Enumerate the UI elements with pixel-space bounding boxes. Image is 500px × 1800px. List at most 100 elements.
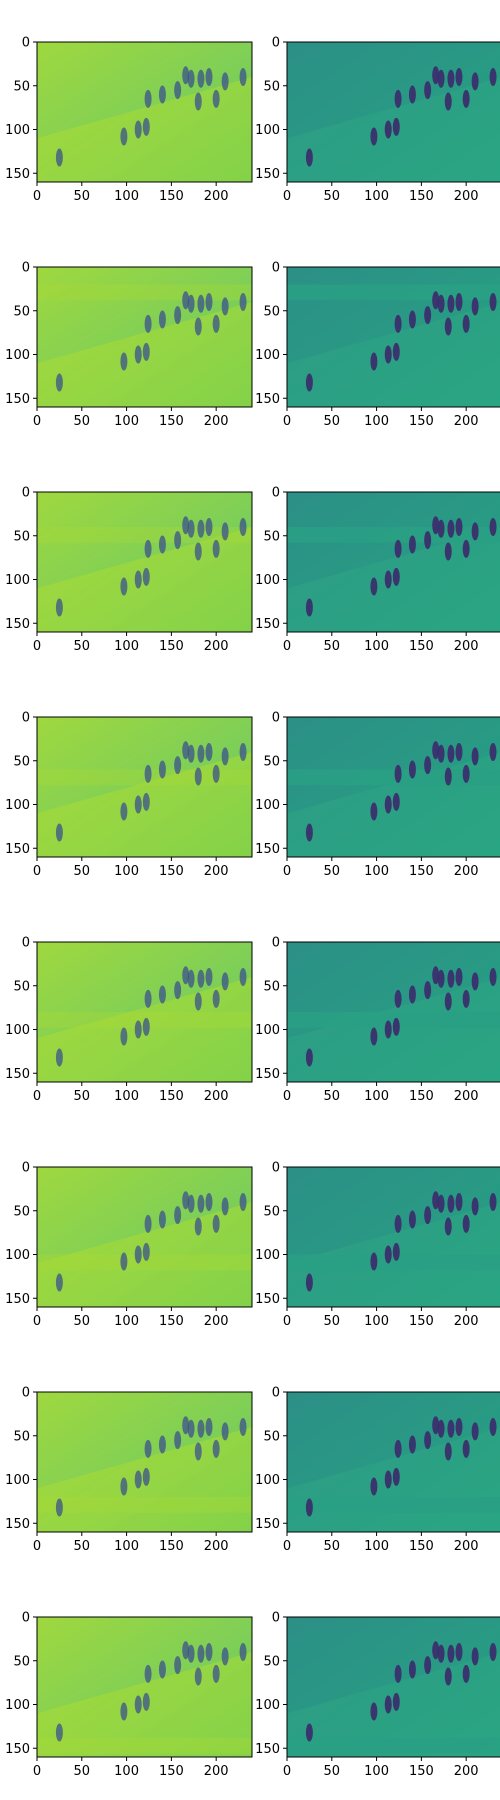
subject-mark: [144, 1439, 152, 1458]
subject-mark: [239, 743, 247, 761]
subject-mark: [489, 743, 497, 761]
x-tick-label: 50: [74, 1539, 91, 1554]
subject-mark: [120, 1252, 128, 1271]
subject-mark: [392, 567, 400, 586]
subject-mark: [194, 317, 202, 336]
x-tick-label: 150: [159, 639, 184, 654]
subplot-r6-c0: 0 50 100 150 200 0 50 100 150: [5, 1386, 253, 1554]
axes-frame: [286, 1616, 500, 1758]
y-tick-label: 150: [255, 1517, 280, 1532]
subject-mark: [134, 570, 142, 589]
subject-mark: [144, 989, 152, 1008]
subplot-r0-c1: 0 50 100 150 200 0 50 100 150: [255, 36, 500, 204]
subject-mark: [432, 291, 440, 310]
y-tick-label: 100: [5, 573, 30, 588]
x-tick-label: 0: [283, 1314, 291, 1329]
x-tick-label: 150: [159, 1089, 184, 1104]
subject-mark: [158, 1210, 166, 1229]
x-tick-label: 100: [114, 189, 139, 204]
subject-mark: [432, 1641, 440, 1660]
image-area: [37, 1167, 252, 1307]
subject-mark: [408, 760, 416, 779]
subject-mark: [432, 516, 440, 535]
subject-mark: [182, 966, 190, 985]
subject-mark: [212, 1439, 220, 1458]
subject-mark: [392, 1242, 400, 1261]
subject-mark: [305, 598, 313, 617]
y-tick-label: 0: [22, 261, 30, 276]
subject-mark: [471, 1197, 479, 1216]
subject-mark: [305, 1723, 313, 1742]
subject-mark: [489, 1643, 497, 1661]
subject-mark: [205, 1418, 213, 1436]
subject-mark: [305, 1048, 313, 1067]
subject-mark: [384, 1470, 392, 1489]
subject-mark: [455, 293, 463, 311]
subject-mark: [384, 120, 392, 139]
y-tick-label: 50: [13, 1204, 30, 1219]
subject-mark: [384, 1695, 392, 1714]
subject-mark: [194, 767, 202, 786]
image-area: [37, 1392, 252, 1532]
subject-mark: [142, 792, 150, 811]
subject-mark: [462, 989, 470, 1008]
subject-mark: [212, 89, 220, 108]
axes-frame: [286, 491, 500, 633]
x-tick-label: 100: [114, 639, 139, 654]
subject-mark: [462, 539, 470, 558]
x-tick-label: 0: [33, 1539, 41, 1554]
x-tick-label: 0: [283, 1089, 291, 1104]
subject-mark: [408, 310, 416, 329]
subplot-r2-c1: 0 50 100 150 200 0 50 100 150: [255, 486, 500, 654]
x-tick-label: 0: [283, 189, 291, 204]
y-tick-label: 150: [5, 617, 30, 632]
axes-frame: [286, 941, 500, 1083]
subject-mark: [489, 518, 497, 536]
subject-mark: [370, 352, 378, 371]
y-tick-label: 0: [272, 1161, 280, 1176]
subject-mark: [384, 795, 392, 814]
subject-mark: [205, 1193, 213, 1211]
y-tick-label: 100: [5, 1698, 30, 1713]
x-tick-label: 150: [409, 1764, 434, 1779]
x-tick-label: 0: [283, 864, 291, 879]
y-tick-label: 0: [272, 711, 280, 726]
subject-mark: [221, 297, 229, 316]
subject-mark: [305, 373, 313, 392]
x-tick-label: 100: [114, 414, 139, 429]
y-tick-label: 50: [13, 979, 30, 994]
x-tick-label: 200: [204, 1539, 229, 1554]
y-tick-label: 100: [255, 1698, 280, 1713]
subject-mark: [370, 1702, 378, 1721]
subject-mark: [437, 1644, 445, 1663]
x-tick-label: 0: [33, 1089, 41, 1104]
subject-mark: [489, 1193, 497, 1211]
subject-mark: [144, 539, 152, 558]
subject-mark: [212, 989, 220, 1008]
masked-band: [37, 1254, 252, 1271]
subject-mark: [55, 1048, 63, 1067]
y-tick-label: 0: [272, 261, 280, 276]
subject-mark: [221, 1422, 229, 1441]
subject-mark: [370, 577, 378, 596]
subject-mark: [55, 148, 63, 167]
subject-mark: [197, 969, 205, 988]
y-tick-label: 100: [255, 573, 280, 588]
subject-mark: [205, 1643, 213, 1661]
subject-mark: [55, 373, 63, 392]
y-tick-label: 150: [5, 1292, 30, 1307]
subject-mark: [239, 68, 247, 86]
subject-mark: [462, 764, 470, 783]
y-tick-label: 50: [263, 979, 280, 994]
y-tick-label: 0: [272, 36, 280, 51]
subject-mark: [182, 741, 190, 760]
subject-mark: [408, 1660, 416, 1679]
subject-mark: [182, 1641, 190, 1660]
x-tick-label: 200: [204, 1089, 229, 1104]
x-tick-label: 50: [324, 1089, 341, 1104]
x-tick-label: 200: [204, 1764, 229, 1779]
subject-mark: [205, 68, 213, 86]
x-tick-label: 150: [409, 864, 434, 879]
subject-mark: [239, 1643, 247, 1661]
image-area: [287, 42, 500, 182]
